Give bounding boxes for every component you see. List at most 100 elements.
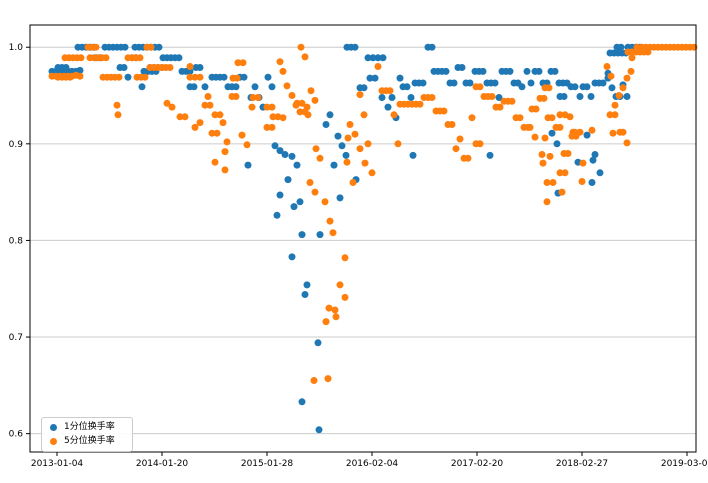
scatter-point <box>623 139 631 147</box>
scatter-point <box>76 66 84 74</box>
y-tick-label: 0.9 <box>9 140 24 150</box>
scatter-point <box>611 111 619 119</box>
scatter-point <box>496 103 504 111</box>
legend-item-series1: 1分位换手率 <box>50 422 124 433</box>
scatter-point <box>556 123 564 131</box>
scatter-point <box>251 83 259 91</box>
scatter-point <box>543 198 551 206</box>
scatter-point <box>311 188 319 196</box>
scatter-point <box>488 93 496 100</box>
scatter-point <box>486 151 494 159</box>
scatter-point <box>546 152 554 160</box>
scatter-point <box>292 101 300 109</box>
scatter-point <box>201 83 209 91</box>
scatter-point <box>608 84 616 92</box>
scatter-point <box>556 111 564 119</box>
scatter-point <box>297 43 305 51</box>
scatter-point <box>298 99 306 107</box>
scatter-point <box>283 82 291 90</box>
y-tick-label: 1.0 <box>9 43 24 53</box>
scatter-point <box>322 121 330 128</box>
scatter-point <box>523 67 531 75</box>
scatter-point <box>407 94 415 101</box>
scatter-point <box>322 318 330 326</box>
scatter-point <box>168 103 176 111</box>
scatter-point <box>458 64 466 71</box>
scatter-point <box>248 103 256 111</box>
scatter-point <box>343 158 351 166</box>
scatter-point <box>336 194 344 202</box>
scatter-point <box>596 169 604 177</box>
scatter-point <box>114 111 122 119</box>
scatter-point <box>263 103 271 111</box>
scatter-point <box>326 217 334 225</box>
scatter-point <box>284 176 292 184</box>
scatter-point <box>617 43 625 51</box>
scatter-point <box>619 128 627 136</box>
scatter-point <box>273 211 281 219</box>
scatter-point <box>338 142 346 150</box>
scatter-point <box>211 111 219 119</box>
scatter-point <box>186 67 194 75</box>
scatter-point <box>276 191 284 199</box>
scatter-point <box>452 145 460 153</box>
scatter-point <box>561 169 569 177</box>
scatter-point <box>306 179 314 186</box>
scatter-point <box>390 111 398 119</box>
scatter-point <box>175 54 183 62</box>
x-tick-label: 2014-01-20 <box>136 459 189 469</box>
scatter-point <box>342 151 350 159</box>
scatter-point <box>409 151 417 159</box>
scatter-point <box>296 198 304 206</box>
scatter-point <box>296 108 304 116</box>
series-2-points <box>48 43 698 384</box>
scatter-point <box>564 150 572 157</box>
scatter-point <box>516 114 524 122</box>
scatter-point <box>603 63 611 70</box>
scatter-point <box>191 73 199 81</box>
scatter-point <box>356 91 364 99</box>
scatter-point <box>92 43 100 51</box>
scatter-point <box>124 73 132 81</box>
scatter-point <box>288 152 296 160</box>
scatter-point <box>254 94 262 101</box>
scatter-point <box>588 126 596 134</box>
scatter-point <box>416 100 424 108</box>
scatter-point <box>196 119 204 127</box>
scatter-point <box>315 426 323 434</box>
scatter-point <box>553 140 561 148</box>
scatter-point <box>532 105 540 113</box>
scatter-point <box>364 140 372 148</box>
legend-label-series2: 5分位换手率 <box>64 436 115 446</box>
scatter-point <box>176 113 184 121</box>
scatter-point <box>576 128 584 136</box>
scatter-point <box>66 73 74 81</box>
scatter-point <box>221 166 229 174</box>
scatter-point <box>571 128 579 136</box>
scatter-point <box>268 103 276 111</box>
scatter-point <box>316 154 324 162</box>
scatter-point <box>531 133 539 141</box>
scatter-point <box>232 93 240 100</box>
scatter-point <box>627 67 635 75</box>
scatter-point <box>326 111 334 119</box>
scatter-point <box>201 101 209 109</box>
scatter-point <box>332 313 340 321</box>
legend-item-series2: 5分位换手率 <box>50 436 124 447</box>
scatter-point <box>288 92 296 99</box>
scatter-point <box>325 304 333 312</box>
x-tick-label: 2013-01-04 <box>31 459 84 469</box>
x-tick-label: 2019-03-08 <box>661 459 708 469</box>
scatter-point <box>419 79 427 87</box>
scatter-point <box>356 145 364 153</box>
scatter-point <box>346 121 354 128</box>
scatter-point <box>181 113 189 121</box>
scatter-point <box>301 53 309 61</box>
scatter-point <box>374 54 382 62</box>
scatter-point <box>233 74 241 82</box>
scatter-point <box>206 101 214 109</box>
scatter-point <box>428 43 436 51</box>
scatter-point <box>558 188 566 196</box>
